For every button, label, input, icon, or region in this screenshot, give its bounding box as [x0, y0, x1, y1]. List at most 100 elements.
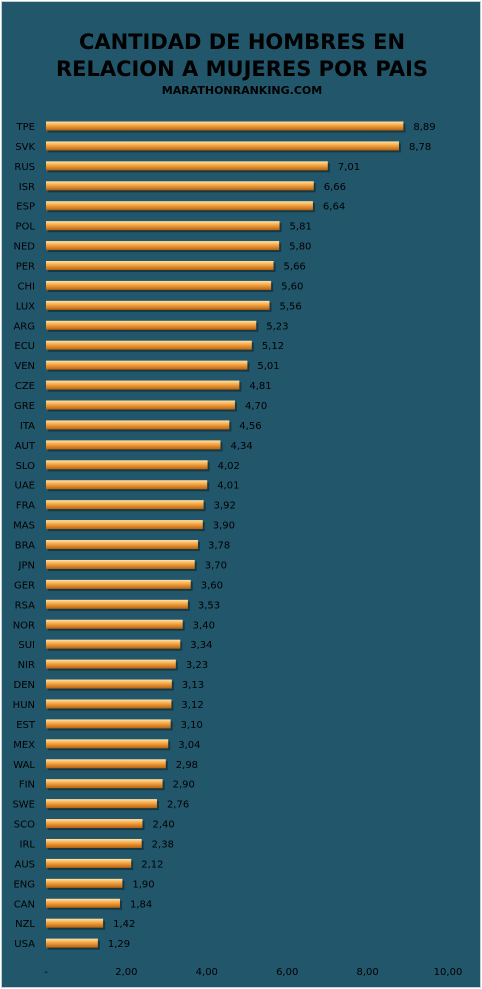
bar-esp — [46, 201, 313, 211]
value-label-bra: 3,78 — [208, 541, 230, 552]
category-label-ger: GER — [14, 580, 35, 591]
category-label-hun: HUN — [13, 700, 35, 711]
x-tick-label: 8,00 — [356, 967, 378, 978]
category-label-can: CAN — [14, 899, 35, 910]
category-label-rsa: RSA — [15, 600, 35, 611]
category-label-tpe: TPE — [16, 122, 35, 133]
bar-fra — [46, 500, 204, 510]
value-label-can: 1,84 — [130, 899, 152, 910]
value-label-nzl: 1,42 — [113, 919, 135, 930]
value-label-fin: 2,90 — [173, 780, 195, 791]
x-tick-label: 10,00 — [434, 967, 463, 978]
value-label-jpn: 3,70 — [205, 560, 227, 571]
category-label-pol: POL — [16, 222, 36, 233]
bar-lux — [46, 300, 270, 310]
bar-mas — [46, 520, 203, 530]
bar-est — [46, 719, 171, 729]
category-label-usa: USA — [14, 939, 35, 950]
bar-cze — [46, 380, 240, 390]
category-label-bra: BRA — [15, 541, 35, 552]
category-label-irl: IRL — [20, 839, 36, 850]
value-label-esp: 6,64 — [323, 202, 345, 213]
category-label-ecu: ECU — [14, 341, 35, 352]
bar-nor — [46, 619, 183, 629]
category-label-ven: VEN — [14, 361, 35, 372]
category-label-isr: ISR — [19, 182, 35, 193]
value-label-slo: 4,02 — [218, 461, 240, 472]
bar-usa — [46, 938, 98, 948]
value-label-gre: 4,70 — [245, 401, 267, 412]
bar-gre — [46, 400, 235, 410]
bar-sui — [46, 639, 181, 649]
bar-svk — [46, 141, 399, 151]
bar-swe — [46, 799, 157, 809]
bar-can — [46, 898, 120, 908]
value-label-rsa: 3,53 — [198, 600, 220, 611]
category-label-mex: MEX — [13, 740, 35, 751]
value-label-fra: 3,92 — [214, 501, 236, 512]
category-label-rus: RUS — [14, 162, 35, 173]
category-label-chi: CHI — [18, 281, 35, 292]
value-label-per: 5,66 — [284, 262, 306, 273]
value-label-ecu: 5,12 — [262, 341, 284, 352]
category-label-cze: CZE — [15, 381, 35, 392]
bar-ven — [46, 360, 248, 370]
value-label-mex: 3,04 — [178, 740, 200, 751]
category-label-wal: WAL — [13, 760, 35, 771]
bar-ger — [46, 579, 191, 589]
category-label-aus: AUS — [14, 859, 35, 870]
value-label-tpe: 8,89 — [413, 122, 435, 133]
value-label-sui: 3,34 — [190, 640, 212, 651]
bar-arg — [46, 320, 257, 330]
value-label-nir: 3,23 — [186, 660, 208, 671]
category-label-est: EST — [16, 720, 36, 731]
bar-rsa — [46, 599, 188, 609]
category-label-den: DEN — [14, 680, 36, 691]
value-label-ned: 5,80 — [289, 242, 311, 253]
value-label-uae: 4,01 — [217, 481, 239, 492]
value-label-eng: 1,90 — [132, 879, 154, 890]
bar-aus — [46, 858, 132, 868]
value-label-nor: 3,40 — [193, 620, 215, 631]
chart-title-line-2: RELACION A MUJERES POR PAIS — [55, 57, 429, 81]
category-label-fra: FRA — [16, 501, 35, 512]
bar-eng — [46, 878, 123, 888]
value-label-svk: 8,78 — [409, 142, 431, 153]
bar-aut — [46, 440, 221, 450]
category-label-sco: SCO — [14, 820, 35, 831]
category-label-esp: ESP — [16, 202, 35, 213]
category-label-fin: FIN — [19, 780, 35, 791]
x-tick-label: 4,00 — [196, 967, 218, 978]
value-label-ven: 5,01 — [257, 361, 279, 372]
value-label-lux: 5,56 — [280, 301, 302, 312]
value-label-cze: 4,81 — [249, 381, 271, 392]
value-label-usa: 1,29 — [108, 939, 130, 950]
category-label-svk: SVK — [15, 142, 35, 153]
category-label-mas: MAS — [13, 521, 35, 532]
category-label-arg: ARG — [13, 321, 35, 332]
value-label-swe: 2,76 — [167, 800, 189, 811]
value-label-aut: 4,34 — [230, 441, 252, 452]
category-label-gre: GRE — [14, 401, 35, 412]
value-label-irl: 2,38 — [152, 839, 174, 850]
bar-rus — [46, 161, 328, 171]
value-label-est: 3,10 — [181, 720, 203, 731]
bar-nzl — [46, 918, 104, 928]
value-label-aus: 2,12 — [141, 859, 163, 870]
category-label-aut: AUT — [15, 441, 36, 452]
category-label-per: PER — [16, 262, 35, 273]
bar-tpe — [46, 121, 404, 131]
value-label-sco: 2,40 — [152, 820, 174, 831]
value-label-ger: 3,60 — [201, 580, 223, 591]
category-label-nzl: NZL — [15, 919, 35, 930]
value-label-isr: 6,66 — [324, 182, 346, 193]
bar-ecu — [46, 340, 252, 350]
category-label-lux: LUX — [16, 301, 35, 312]
value-label-mas: 3,90 — [213, 521, 235, 532]
category-label-ned: NED — [14, 242, 36, 253]
bar-ita — [46, 420, 230, 430]
bar-isr — [46, 181, 314, 191]
value-label-hun: 3,12 — [181, 700, 203, 711]
bar-fin — [46, 779, 163, 789]
